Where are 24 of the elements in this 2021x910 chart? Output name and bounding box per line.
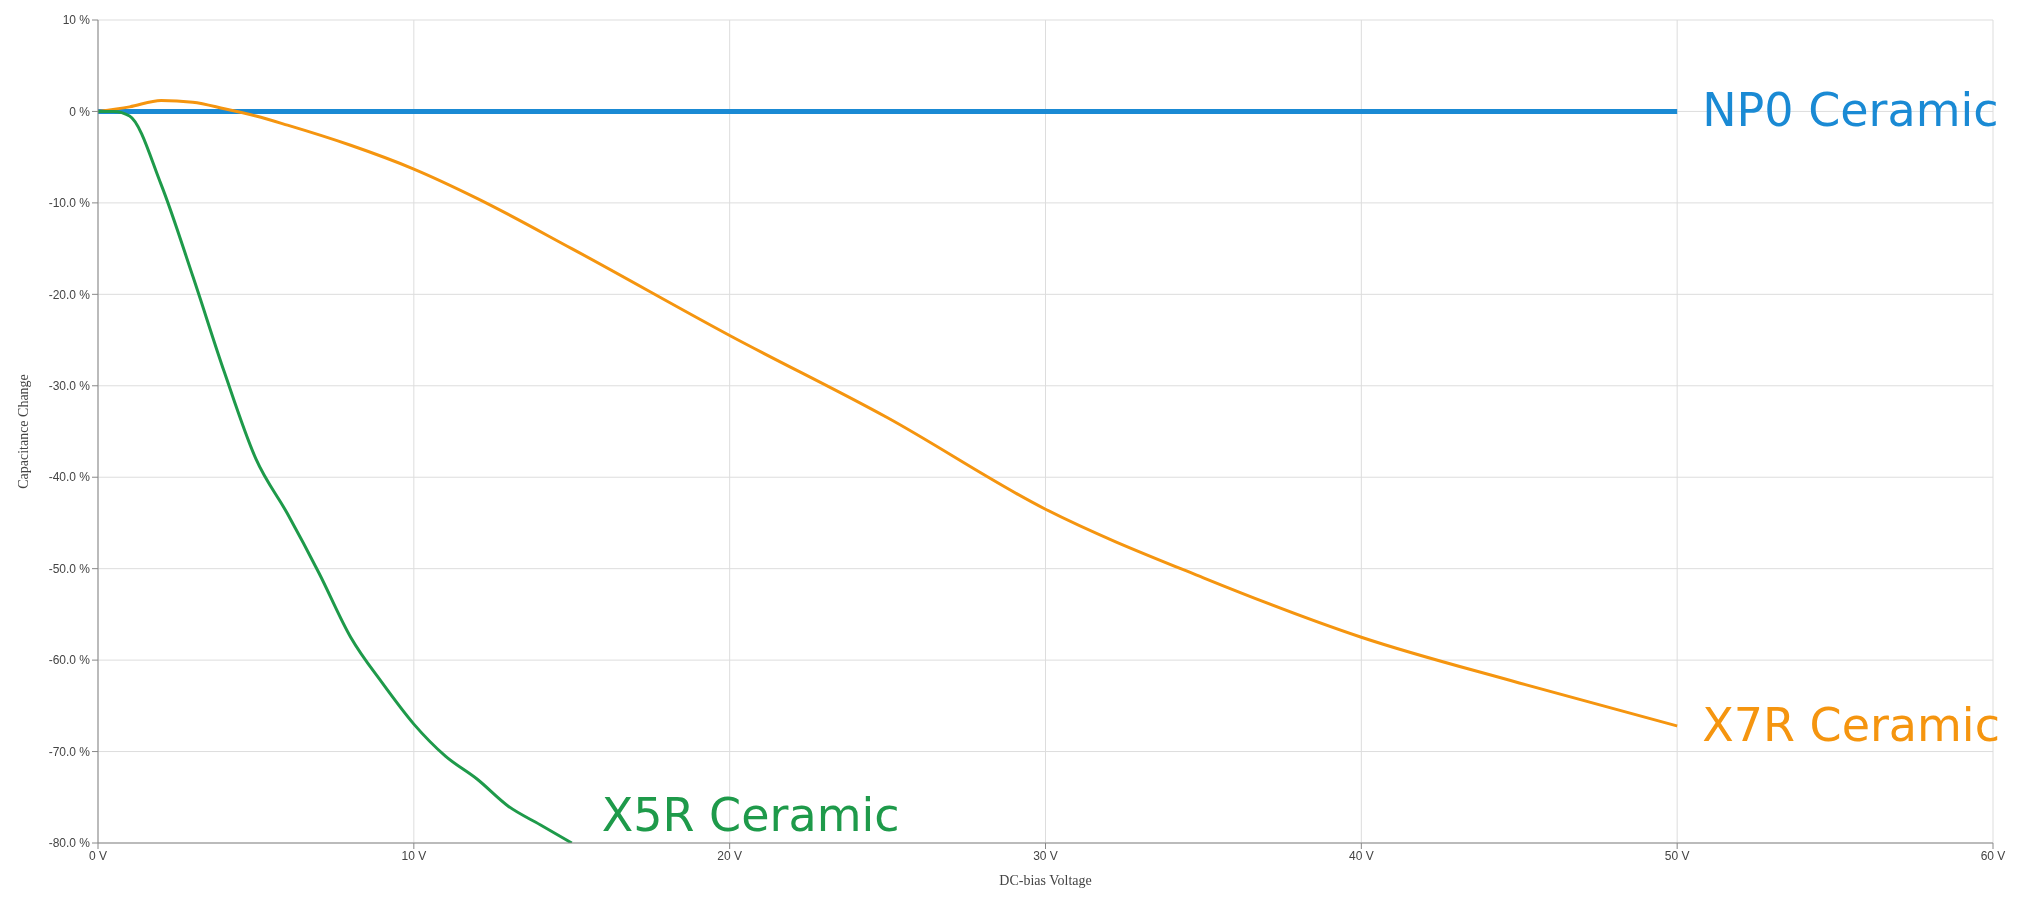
x-tick-label: 10 V (401, 848, 427, 863)
line-series (98, 98, 1679, 728)
x-axis-title: DC-bias Voltage (999, 873, 1092, 888)
line-series (98, 109, 574, 843)
x-tick-label: 30 V (1033, 848, 1058, 863)
y-tick-label: 0 % (69, 104, 91, 119)
x-tick-label: 0 V (88, 848, 108, 863)
x-tick-label: 40 V (1348, 848, 1374, 863)
y-tick-label: -40.0 % (48, 470, 91, 485)
series-label: NP0 Ceramic (1702, 83, 1999, 138)
x-tick-label: 20 V (717, 848, 743, 863)
y-tick-label: -70.0 % (48, 744, 91, 759)
y-tick-label: -10.0 % (48, 196, 91, 211)
x-tick-label: 50 V (1664, 848, 1690, 863)
series-label: X7R Ceramic (1702, 697, 2000, 752)
y-tick-label: -50.0 % (48, 561, 91, 576)
y-tick-label: 10 % (62, 13, 91, 28)
series-label: X5R Ceramic (601, 788, 900, 842)
y-tick-label: -30.0 % (48, 379, 91, 394)
y-tick-label: -20.0 % (48, 287, 91, 302)
x-tick-label: 60 V (1980, 848, 2006, 863)
y-tick-label: -80.0 % (48, 836, 91, 851)
y-tick-label: -60.0 % (48, 653, 91, 668)
y-axis-title: Capacitance Change (15, 374, 31, 489)
